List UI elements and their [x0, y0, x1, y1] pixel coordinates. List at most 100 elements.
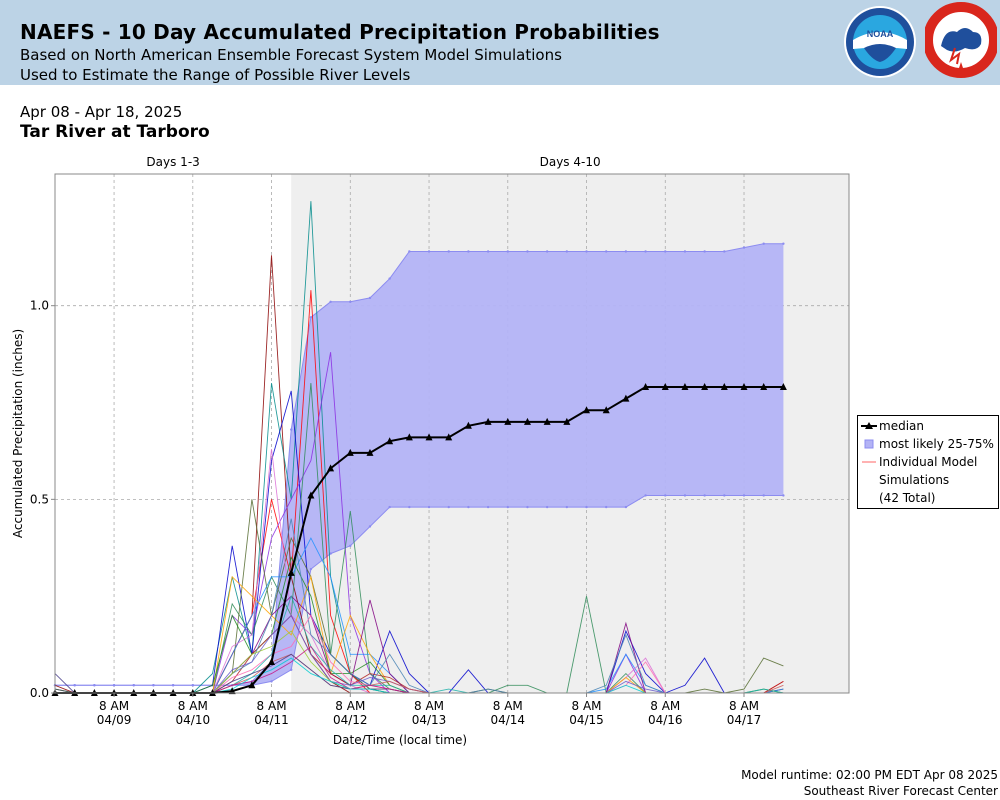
- median-marker: [268, 658, 276, 666]
- legend-individual-label-2: Simulations: [879, 473, 950, 487]
- band-upper-point: [782, 242, 785, 245]
- y-tick-label-1: 0.0: [30, 686, 49, 700]
- median-marker: [661, 383, 669, 391]
- band-lower-point: [742, 494, 746, 497]
- band-upper-point: [427, 250, 431, 253]
- band-upper-point: [585, 250, 588, 253]
- median-marker: [681, 383, 689, 391]
- band-lower-point: [191, 684, 195, 687]
- x-tick-label-date-3: 04/11: [254, 713, 289, 727]
- legend-range-label: most likely 25-75%: [879, 437, 994, 451]
- median-marker: [327, 464, 335, 472]
- band-lower-point: [526, 505, 529, 509]
- band-lower-point: [152, 684, 155, 687]
- band-lower-point: [605, 505, 608, 509]
- band-lower-point: [290, 668, 293, 671]
- median-marker: [504, 417, 512, 425]
- band-lower-point: [73, 684, 76, 687]
- band-upper-point: [624, 250, 628, 253]
- band-upper-point: [349, 300, 352, 304]
- x-tick-label-date-7: 04/15: [569, 713, 604, 727]
- band-upper-point: [467, 250, 470, 253]
- x-tick-label-date-5: 04/13: [412, 713, 447, 727]
- band-upper-point: [526, 250, 529, 253]
- legend-range-symbol: [864, 439, 874, 449]
- median-marker: [287, 568, 295, 576]
- period-label-2: Days 4-10: [540, 155, 601, 169]
- x-tick-label-time-6: 8 AM: [493, 699, 523, 713]
- median-marker: [563, 417, 571, 425]
- x-tick-label-time-8: 8 AM: [650, 699, 680, 713]
- band-lower-point: [93, 684, 96, 687]
- x-tick-label-time-9: 8 AM: [729, 699, 759, 713]
- band-upper-point: [703, 250, 706, 253]
- median-marker: [464, 421, 472, 429]
- band-upper-point: [683, 250, 687, 253]
- subtitle-line-2: Used to Estimate the Range of Possible R…: [20, 66, 411, 84]
- x-tick-label-date-2: 04/10: [176, 713, 211, 727]
- band-lower-point: [723, 494, 726, 497]
- band-lower-point: [624, 505, 628, 509]
- band-upper-point: [644, 250, 647, 253]
- y-axis-title: Accumulated Precipitation (inches): [11, 329, 25, 538]
- median-marker: [642, 383, 650, 391]
- median-marker: [760, 383, 768, 391]
- median-marker: [779, 383, 787, 391]
- band-lower-point: [171, 684, 175, 687]
- page-title: NAEFS - 10 Day Accumulated Precipitation…: [20, 20, 660, 44]
- x-tick-label-date-6: 04/14: [490, 713, 525, 727]
- median-marker: [543, 417, 551, 425]
- band-lower-point: [349, 544, 352, 548]
- noaa-logo: NOAA: [844, 6, 916, 78]
- band-lower-point: [467, 505, 470, 509]
- band-lower-point: [447, 505, 450, 509]
- y-tick-label-3: 1.0: [30, 299, 49, 313]
- date-range: Apr 08 - Apr 18, 2025: [20, 103, 183, 121]
- band-lower-point: [545, 505, 549, 509]
- band-lower-point: [664, 494, 667, 497]
- x-tick-label-date-8: 04/16: [648, 713, 683, 727]
- subtitle-line-1: Based on North American Ensemble Forecas…: [20, 46, 562, 64]
- legend-individual-label-3: (42 Total): [879, 491, 936, 505]
- median-marker: [583, 406, 591, 414]
- band-lower-point: [683, 494, 687, 497]
- band-upper-point: [290, 428, 293, 431]
- chart-legend: median most likely 25-75% Individual Mod…: [857, 415, 999, 509]
- band-upper-point: [506, 250, 509, 253]
- noaa-logo-text: NOAA: [867, 29, 894, 39]
- axes: [51, 173, 850, 697]
- band-lower-point: [486, 505, 490, 509]
- median-marker: [346, 448, 354, 456]
- band-upper-point: [447, 250, 450, 253]
- median-marker: [484, 417, 492, 425]
- band-upper-point: [545, 250, 549, 253]
- forecast-center: Southeast River Forecast Center: [803, 784, 998, 798]
- band-lower-edge: [55, 495, 784, 686]
- band-upper-point: [605, 250, 608, 253]
- band-upper-point: [309, 316, 313, 319]
- median-marker: [445, 433, 453, 441]
- median-marker: [386, 437, 394, 445]
- median-marker: [366, 448, 374, 456]
- band-lower-point: [132, 684, 135, 687]
- band-lower-point: [782, 494, 785, 497]
- band-lower-point: [703, 494, 706, 497]
- x-tick-label-time-5: 8 AM: [414, 699, 444, 713]
- y-tick-label-2: 0.5: [30, 492, 49, 506]
- band-lower-point: [368, 525, 372, 528]
- band-lower-point: [112, 684, 116, 687]
- x-tick-label-date-1: 04/09: [97, 713, 132, 727]
- band-lower-point: [506, 505, 509, 509]
- location-name: Tar River at Tarboro: [20, 122, 210, 142]
- median-marker: [405, 433, 413, 441]
- header-banner: NAEFS - 10 Day Accumulated Precipitation…: [0, 0, 1000, 85]
- x-tick-label-date-9: 04/17: [727, 713, 762, 727]
- band-25-75: [53, 242, 785, 687]
- band-upper-point: [368, 296, 372, 300]
- x-tick-label-time-7: 8 AM: [572, 699, 602, 713]
- legend-median-label: median: [879, 419, 924, 433]
- band-area: [55, 243, 784, 686]
- band-upper-point: [388, 277, 391, 280]
- x-tick-label-time-1: 8 AM: [99, 699, 129, 713]
